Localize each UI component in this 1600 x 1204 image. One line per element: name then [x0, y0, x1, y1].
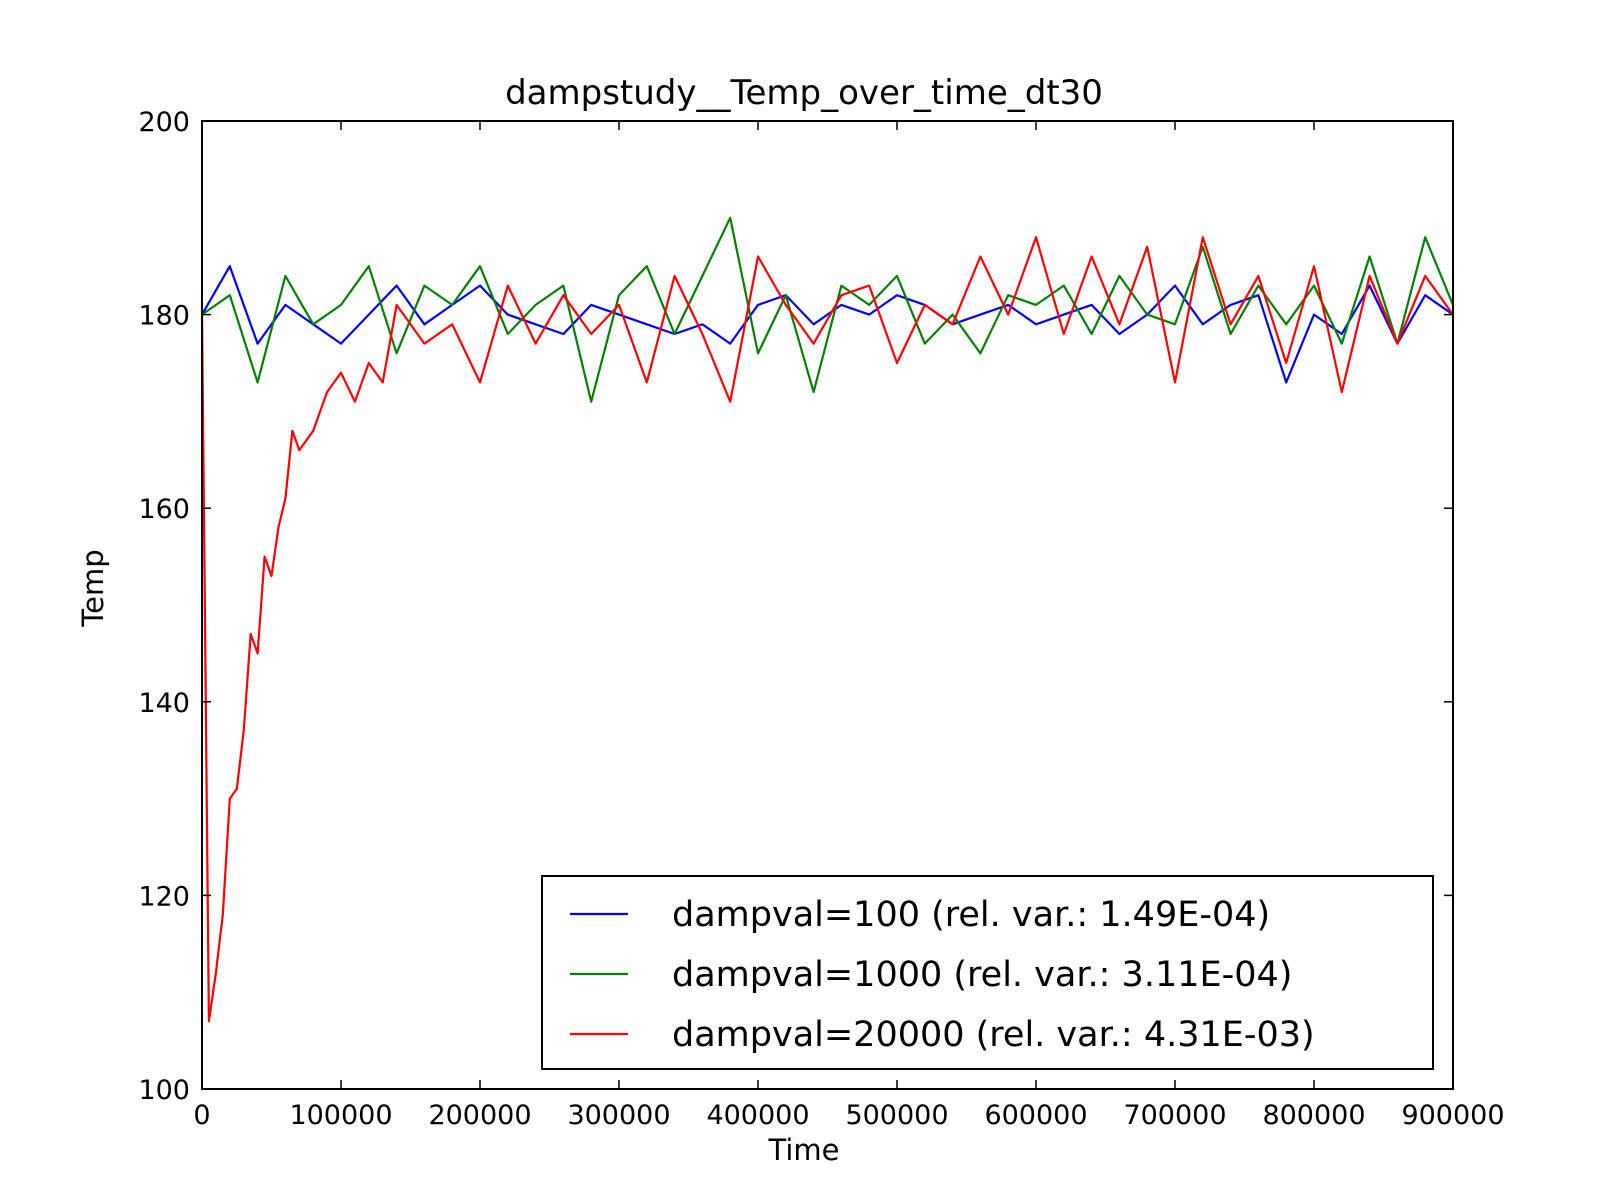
chart-title: dampstudy__Temp_over_time_dt30	[505, 73, 1103, 113]
y-tick-label: 120	[138, 881, 190, 912]
legend: dampval=100 (rel. var.: 1.49E-04) dampval…	[541, 875, 1434, 1070]
plot-frame	[201, 120, 1454, 1090]
legend-frame	[541, 875, 1434, 1070]
y-tick-label: 180	[138, 301, 190, 332]
series-line-2	[201, 216, 1455, 403]
x-tick-label: 700000	[1123, 1100, 1226, 1131]
x-axis-label: Time	[768, 1133, 840, 1167]
y-tick-label: 160	[138, 494, 190, 525]
x-tick-label: 100000	[289, 1100, 392, 1131]
plot-area	[200, 216, 1455, 1023]
legend-label-1: dampval=100 (rel. var.: 1.49E-04)	[672, 895, 1270, 935]
legend-label-2: dampval=1000 (rel. var.: 3.11E-04)	[672, 955, 1292, 995]
y-tick-label: 140	[138, 688, 190, 719]
x-tick-label: 400000	[706, 1100, 809, 1131]
x-tick-label: 800000	[1262, 1100, 1365, 1131]
axes: 0 100000 200000 300000 400000 500000 600000 700…	[138, 107, 1504, 1131]
series-line-3	[200, 236, 1454, 1023]
x-tick-label: 600000	[984, 1100, 1087, 1131]
x-tick-label: 200000	[428, 1100, 531, 1131]
x-tick-label: 900000	[1401, 1100, 1504, 1131]
x-tick-label: 300000	[567, 1100, 670, 1131]
legend-label-3: dampval=20000 (rel. var.: 4.31E-03)	[672, 1015, 1315, 1055]
y-tick-label: 100	[138, 1075, 190, 1106]
y-axis-label: Temp	[76, 549, 110, 627]
x-tick-label: 0	[193, 1100, 210, 1131]
y-tick-label: 200	[138, 107, 190, 138]
series-line-1	[201, 265, 1454, 384]
x-tick-label: 500000	[845, 1100, 948, 1131]
